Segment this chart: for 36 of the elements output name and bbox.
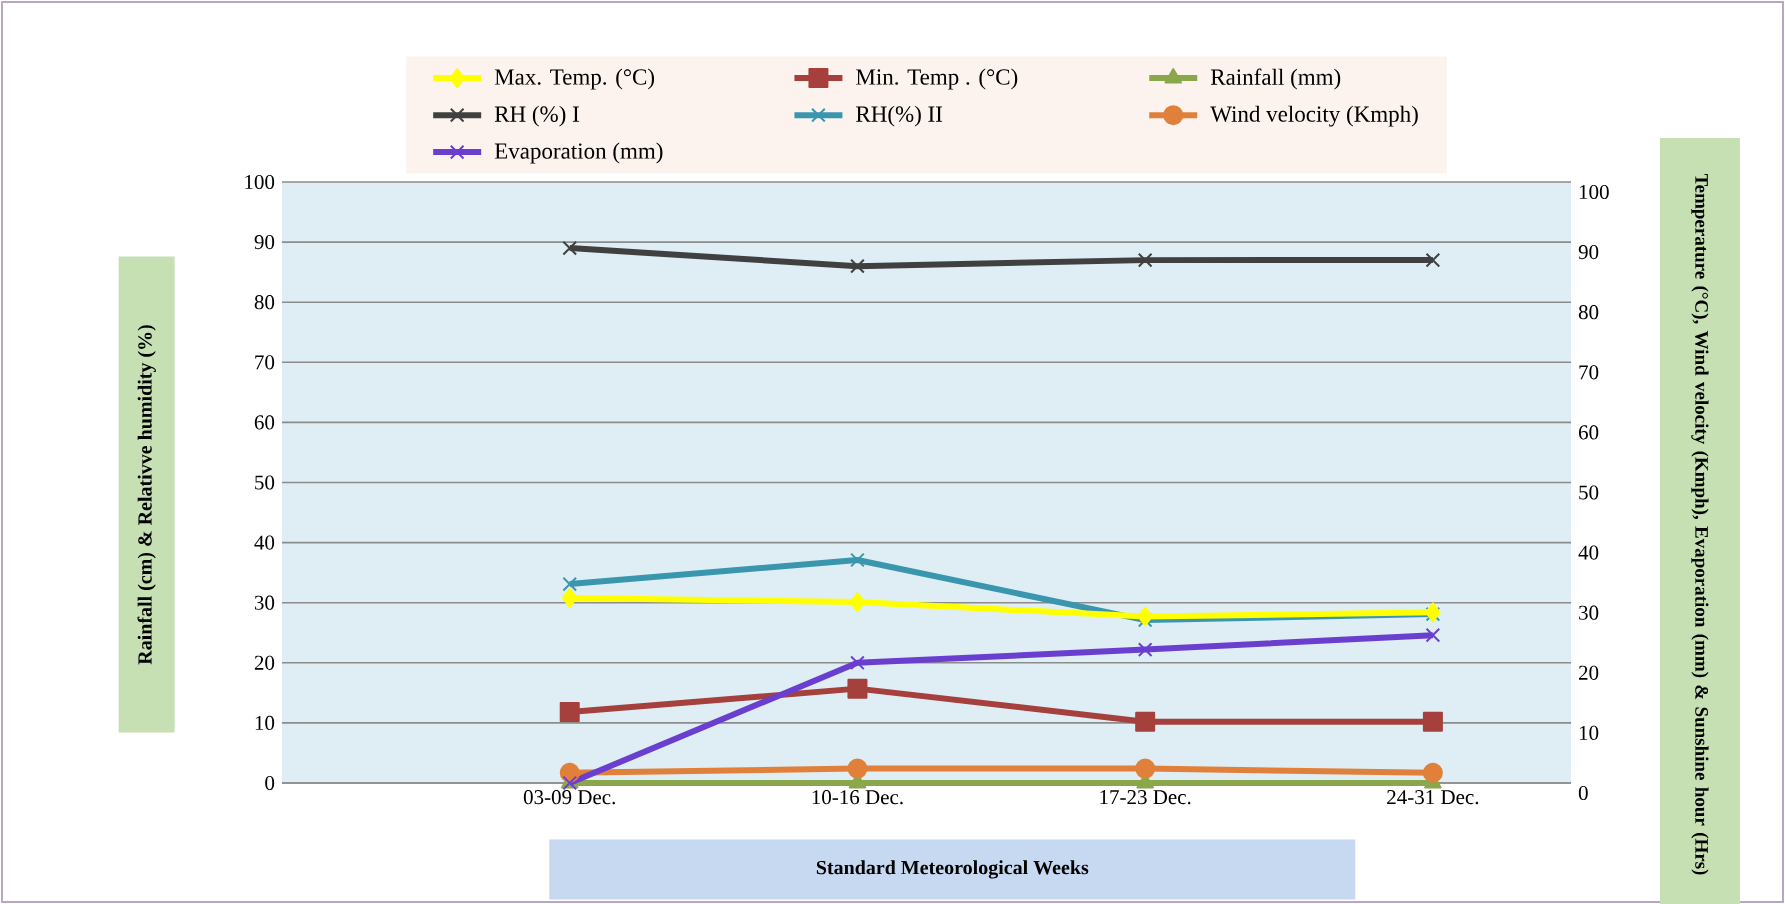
y2-tick-label: 90 xyxy=(1578,245,1599,260)
y2-tick-label: 100 xyxy=(1579,184,1609,200)
y2-tick-label: 10 xyxy=(1579,725,1599,740)
legend-label: Evaporation (mm) xyxy=(494,142,663,164)
y2-tick-label: 60 xyxy=(1578,425,1599,440)
y-tick-label: 90 xyxy=(254,235,275,250)
y-tick-label: 20 xyxy=(254,655,275,670)
y2-tick-label: 80 xyxy=(1578,305,1599,320)
y-tick-label: 60 xyxy=(254,415,275,430)
y2-tick-label: 40 xyxy=(1578,545,1599,560)
y2-tick-label: 20 xyxy=(1578,665,1599,680)
y2-tick-label: 30 xyxy=(1579,605,1599,620)
y-tick-label: 30 xyxy=(254,595,275,610)
y-tick-label: 10 xyxy=(255,715,275,730)
y-axis-title: Rainfall (cm) & Relativve humidity (%) xyxy=(137,325,156,665)
legend-label: Wind velocity (Kmph) xyxy=(1210,105,1418,127)
y-tick-label: 50 xyxy=(255,475,275,490)
legend-label: RH (%) I xyxy=(494,105,579,127)
y-tick-label: 40 xyxy=(254,535,275,550)
x-axis-title: Standard Meteorological Weeks xyxy=(816,860,1089,879)
y2-tick-label: 50 xyxy=(1579,485,1599,500)
x-tick-label: 24-31 Dec. xyxy=(1387,790,1479,805)
legend-label: Rainfall (mm) xyxy=(1210,68,1341,90)
y2-tick-label: 0 xyxy=(1578,785,1588,801)
y2-axis-title: Temperature (°C), Wind velocity (Kmph), Evaporation (mm) & Sunshine hour (Hrs) xyxy=(1691,173,1709,875)
legend-label: RH(%) II xyxy=(856,105,943,127)
legend-label: Min. Temp . (°C) xyxy=(856,68,1018,90)
x-tick-label: 03-09 Dec. xyxy=(523,790,615,805)
y-tick-label: 100 xyxy=(245,174,275,190)
x-tick-label: 17-23 Dec. xyxy=(1100,790,1191,805)
y-tick-label: 80 xyxy=(254,295,275,310)
y2-tick-label: 70 xyxy=(1579,365,1599,380)
x-tick-label: 10-16 Dec. xyxy=(812,790,903,805)
legend-label: Max. Temp. (°C) xyxy=(494,68,655,90)
y-tick-label: 70 xyxy=(255,355,275,370)
y-tick-label: 0 xyxy=(265,775,275,791)
